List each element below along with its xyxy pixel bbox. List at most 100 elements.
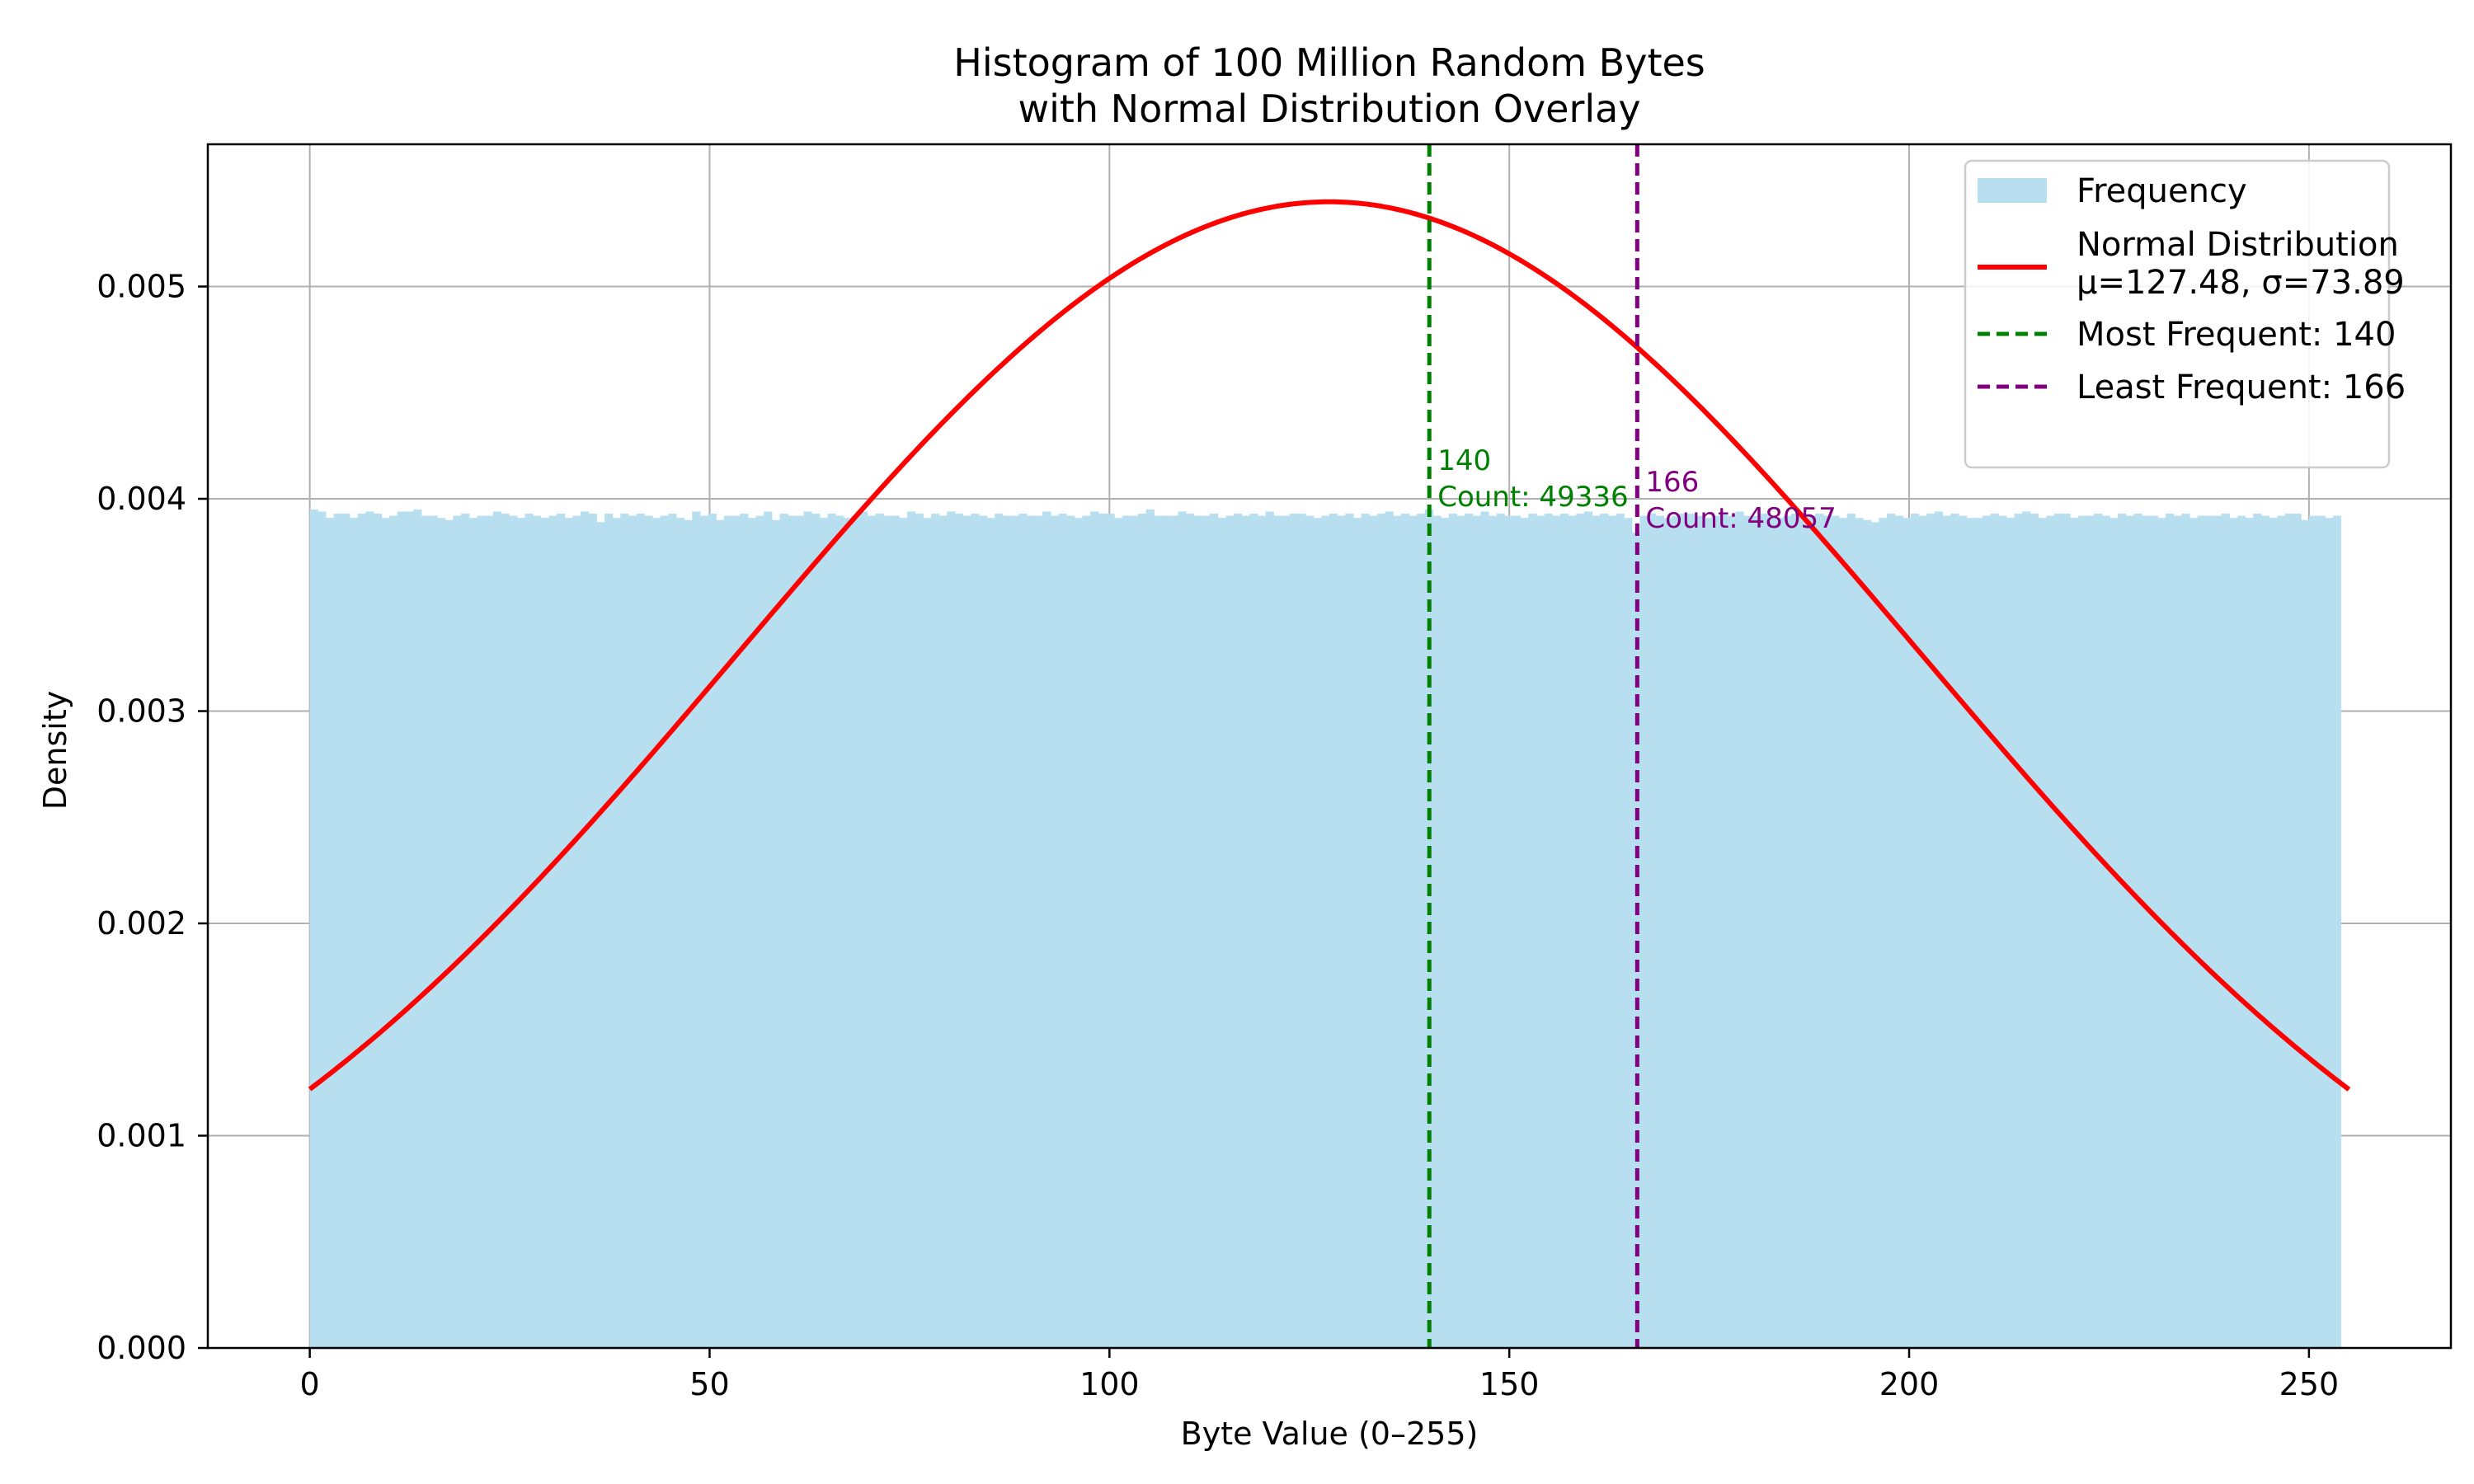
histogram-bar — [572, 515, 581, 1348]
histogram-bar — [891, 515, 900, 1348]
histogram-bar — [557, 514, 566, 1348]
histogram-bar — [675, 518, 685, 1348]
histogram-bar — [1958, 515, 1968, 1348]
histogram-bar — [2142, 515, 2151, 1348]
legend-box — [1964, 159, 2391, 469]
histogram-bar — [731, 515, 741, 1348]
histogram-bar — [2308, 515, 2318, 1348]
histogram-bar — [1600, 514, 1609, 1348]
histogram-bar — [1297, 514, 1306, 1348]
histogram-bar — [2133, 514, 2142, 1348]
x-tick-label: 0 — [300, 1366, 320, 1402]
legend-frequency-label: Frequency — [2077, 172, 2247, 210]
histogram-bar — [1050, 515, 1060, 1348]
histogram-bar — [2189, 518, 2199, 1348]
histogram-bar — [1385, 511, 1394, 1348]
histogram-bar — [1186, 514, 1195, 1348]
histogram-bar — [1735, 511, 1744, 1348]
histogram-bar — [2284, 514, 2294, 1348]
histogram-bar — [1807, 515, 1816, 1348]
histogram-bar — [2014, 514, 2023, 1348]
histogram-bar — [1552, 515, 1561, 1348]
legend-normal-label: Normal Distribution — [2077, 226, 2399, 264]
histogram-bar — [1639, 515, 1649, 1348]
histogram-bar — [421, 515, 430, 1348]
x-tick-label: 250 — [2279, 1366, 2340, 1402]
histogram-bar — [1480, 511, 1489, 1348]
histogram-bar — [477, 515, 486, 1348]
histogram-bar — [907, 511, 916, 1348]
histogram-bar — [1376, 514, 1386, 1348]
histogram-bar — [1178, 511, 1187, 1348]
histogram-bar — [947, 511, 956, 1348]
histogram-bar — [1162, 515, 1171, 1348]
histogram-bar — [2269, 518, 2278, 1348]
histogram-bar — [843, 518, 852, 1348]
histogram-bar — [2046, 515, 2055, 1348]
histogram-bar — [2070, 518, 2079, 1348]
histogram-bar — [1074, 518, 1084, 1348]
y-tick-label: 0.001 — [96, 1118, 186, 1154]
histogram-bar — [1990, 514, 1999, 1348]
histogram-bar — [1910, 514, 1920, 1348]
histogram-bar — [2229, 518, 2238, 1348]
y-tick-label: 0.002 — [96, 905, 186, 942]
histogram-bar — [1034, 515, 1043, 1348]
histogram-bar — [644, 515, 653, 1348]
histogram-bar — [867, 515, 876, 1348]
histogram-bar — [1002, 515, 1012, 1348]
histogram-bar — [978, 515, 988, 1348]
histogram-bar — [788, 515, 797, 1348]
x-tick-label: 50 — [689, 1366, 729, 1402]
histogram-bar — [509, 515, 518, 1348]
histogram-bar — [2077, 515, 2087, 1348]
histogram-bar — [971, 514, 980, 1348]
histogram-bar — [413, 509, 422, 1348]
histogram-bar — [1870, 522, 1879, 1348]
histogram-bar — [835, 515, 844, 1348]
histogram-bar — [2293, 514, 2302, 1348]
histogram-bar — [461, 514, 470, 1348]
histogram-bar — [2197, 515, 2206, 1348]
legend-frequency-swatch — [1978, 178, 2047, 203]
histogram-bar — [764, 511, 773, 1348]
histogram-bar — [1862, 519, 1872, 1348]
histogram-bar — [1759, 514, 1768, 1348]
histogram-bar — [1321, 515, 1330, 1348]
histogram-bar — [1409, 515, 1418, 1348]
histogram-bar — [2221, 514, 2230, 1348]
histogram-bars — [309, 509, 2342, 1348]
legend-normal-params: μ=127.48, σ=73.89 — [2077, 264, 2405, 302]
histogram-bar — [2062, 514, 2071, 1348]
histogram-bar — [397, 511, 407, 1348]
histogram-bar — [437, 518, 446, 1348]
histogram-bar — [660, 515, 669, 1348]
histogram-bar — [1879, 518, 1888, 1348]
histogram-bar — [1648, 514, 1657, 1348]
histogram-bar — [995, 514, 1004, 1348]
y-axis-label: Density — [37, 691, 73, 810]
histogram-bar — [2109, 518, 2119, 1348]
y-tick-label: 0.004 — [96, 481, 186, 517]
histogram-bar — [708, 514, 717, 1348]
histogram-bar — [1775, 518, 1784, 1348]
histogram-bar — [1696, 515, 1705, 1348]
histogram-bar — [1305, 515, 1315, 1348]
histogram-bar — [1982, 515, 1992, 1348]
histogram-bar — [1592, 515, 1601, 1348]
histogram-bar — [1839, 518, 1848, 1348]
histogram-bar — [859, 511, 868, 1348]
histogram-bar — [1655, 515, 1665, 1348]
histogram-bar — [755, 515, 764, 1348]
histogram-bar — [1536, 515, 1545, 1348]
histogram-bar — [1974, 518, 1983, 1348]
histogram-bar — [1663, 518, 1672, 1348]
least-frequent-value-label: 166 — [1645, 466, 1699, 499]
histogram-bar — [333, 514, 342, 1348]
histogram-bar — [1098, 514, 1108, 1348]
histogram-bar — [1352, 518, 1362, 1348]
histogram-bar — [1831, 515, 1840, 1348]
histogram-bar — [2118, 514, 2127, 1348]
histogram-bar — [875, 514, 884, 1348]
